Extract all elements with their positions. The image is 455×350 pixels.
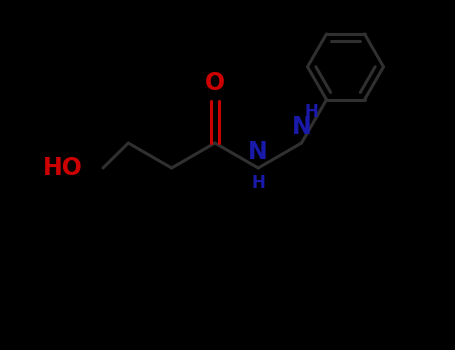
- Text: H: H: [304, 103, 318, 121]
- Text: H: H: [251, 174, 265, 192]
- Text: N: N: [292, 115, 311, 139]
- Text: O: O: [205, 70, 225, 95]
- Text: HO: HO: [43, 156, 83, 180]
- Text: N: N: [248, 140, 268, 164]
